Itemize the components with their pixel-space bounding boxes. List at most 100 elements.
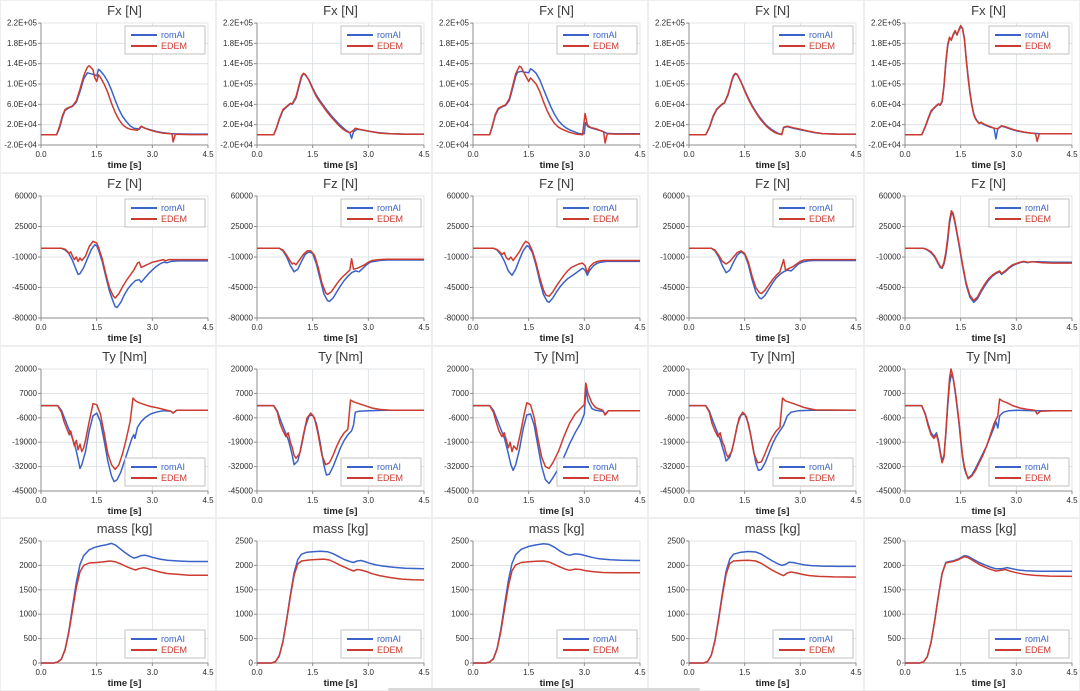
y-tick-label: -6000 xyxy=(449,413,470,422)
legend-label-EDEM: EDEM xyxy=(1025,41,1051,51)
series-line-EDEM xyxy=(473,240,640,297)
legend-label-romAI: romAI xyxy=(161,634,185,644)
chart-svg-r4c5: 0 500 1000 1500 2000 2500 0.0 1.5 3.0 4.5 mass [kg… xyxy=(883,521,1078,689)
x-tick-label: 4.5 xyxy=(850,668,862,677)
y-tick-label: 20000 xyxy=(15,364,38,373)
y-tick-label: -45000 xyxy=(444,283,469,292)
chart-panel-r2c1: -80000 -45000 -10000 25000 60000 0.0 1.5 3.0 4.5… xyxy=(0,172,216,346)
legend-box xyxy=(772,629,854,659)
y-tick-label: 2000 xyxy=(235,561,253,570)
y-tick-label: 1500 xyxy=(451,586,469,595)
y-tick-label: 1.4E+05 xyxy=(7,59,38,68)
y-tick-label: 25000 xyxy=(447,222,470,231)
chart-panel-r4c5: 0 500 1000 1500 2000 2500 0.0 1.5 3.0 4.5 mass [kg… xyxy=(864,518,1080,691)
x-tick-label: 0.0 xyxy=(467,323,479,332)
x-axis-label: time [s] xyxy=(972,333,1006,344)
x-tick-label: 4.5 xyxy=(1066,668,1078,677)
legend-box xyxy=(772,198,854,228)
series-line-romAI xyxy=(257,247,424,302)
x-tick-label: 4.5 xyxy=(1066,150,1078,159)
x-axis-label: time [s] xyxy=(324,333,358,344)
legend-label-EDEM: EDEM xyxy=(1025,645,1051,655)
y-tick-label: 2000 xyxy=(19,561,37,570)
legend-box xyxy=(988,457,1070,486)
chart-title: mass [kg] xyxy=(97,521,153,536)
y-tick-label: -32000 xyxy=(876,462,901,471)
y-tick-label: 2500 xyxy=(451,537,469,546)
x-axis-label: time [s] xyxy=(972,678,1006,689)
legend-label-romAI: romAI xyxy=(377,30,401,40)
chart-panel-r2c4: -80000 -45000 -10000 25000 60000 0.0 1.5 3.0 4.5… xyxy=(648,172,864,346)
y-tick-label: -45000 xyxy=(228,486,253,495)
x-tick-label: 1.5 xyxy=(91,150,103,159)
series-line-romAI xyxy=(41,243,208,308)
x-tick-label: 3.0 xyxy=(795,496,807,505)
x-tick-label: 4.5 xyxy=(634,496,646,505)
x-tick-label: 4.5 xyxy=(202,323,214,332)
series-line-EDEM xyxy=(257,558,424,664)
chart-panel-r1c2: -2.0E+04 2.0E+04 6.0E+04 1.0E+05 1.4E+05 1.8E… xyxy=(216,0,432,173)
y-tick-label: 60000 xyxy=(879,191,902,200)
series-line-EDEM xyxy=(689,247,856,295)
x-tick-label: 0.0 xyxy=(899,323,911,332)
legend-label-EDEM: EDEM xyxy=(377,41,403,51)
y-tick-label: 2.2E+05 xyxy=(7,19,38,28)
chart-svg-r1c5: -2.0E+04 2.0E+04 6.0E+04 1.0E+05 1.4E+05 1.8E… xyxy=(868,3,1078,171)
x-tick-label: 1.5 xyxy=(523,668,535,677)
x-axis-label: time [s] xyxy=(756,333,790,344)
legend-label-romAI: romAI xyxy=(161,203,185,213)
series-line-EDEM xyxy=(41,64,208,143)
legend-label-romAI: romAI xyxy=(377,203,401,213)
x-tick-label: 0.0 xyxy=(683,323,695,332)
chart-svg-r4c2: 0 500 1000 1500 2000 2500 0.0 1.5 3.0 4.5 mass [kg… xyxy=(235,521,430,689)
y-tick-label: -10000 xyxy=(12,252,37,261)
y-tick-label: 2000 xyxy=(667,561,685,570)
x-tick-label: 4.5 xyxy=(634,668,646,677)
y-tick-label: 2.2E+05 xyxy=(871,19,902,28)
y-tick-label: 2.2E+05 xyxy=(655,19,686,28)
x-axis-label: time [s] xyxy=(540,506,574,517)
x-tick-label: 4.5 xyxy=(202,150,214,159)
x-tick-label: 0.0 xyxy=(251,150,263,159)
legend-label-EDEM: EDEM xyxy=(161,41,187,51)
x-tick-label: 0.0 xyxy=(35,323,47,332)
y-tick-label: 25000 xyxy=(879,222,902,231)
legend-label-EDEM: EDEM xyxy=(809,473,835,483)
y-tick-label: 1000 xyxy=(235,610,253,619)
x-axis-label: time [s] xyxy=(108,333,142,344)
x-tick-label: 1.5 xyxy=(739,150,751,159)
y-tick-label: 7000 xyxy=(883,388,901,397)
chart-svg-r3c4: -45000 -32000 -19000 -6000 7000 20000 0.0 1.5 3.… xyxy=(660,349,862,517)
y-tick-label: -45000 xyxy=(876,486,901,495)
chart-title: mass [kg] xyxy=(529,521,585,536)
y-tick-label: -10000 xyxy=(228,252,253,261)
chart-panel-r2c5: -80000 -45000 -10000 25000 60000 0.0 1.5 3.0 4.5… xyxy=(864,172,1080,346)
x-tick-label: 1.5 xyxy=(307,150,319,159)
x-tick-label: 0.0 xyxy=(35,496,47,505)
x-tick-label: 3.0 xyxy=(1011,323,1023,332)
y-tick-label: -10000 xyxy=(876,252,901,261)
legend-box xyxy=(772,457,854,486)
y-tick-label: -2.0E+04 xyxy=(220,141,253,150)
y-tick-label: 20000 xyxy=(447,364,470,373)
x-tick-label: 3.0 xyxy=(579,323,591,332)
x-tick-label: 1.5 xyxy=(91,496,103,505)
legend-box xyxy=(556,457,638,486)
series-line-EDEM xyxy=(905,367,1072,480)
legend-label-EDEM: EDEM xyxy=(161,473,187,483)
legend-label-romAI: romAI xyxy=(809,30,833,40)
y-tick-label: 1000 xyxy=(451,610,469,619)
y-tick-label: -6000 xyxy=(881,413,902,422)
x-tick-label: 4.5 xyxy=(202,496,214,505)
x-tick-label: 1.5 xyxy=(739,496,751,505)
x-axis-label: time [s] xyxy=(540,333,574,344)
y-tick-label: -2.0E+04 xyxy=(652,141,685,150)
x-axis-label: time [s] xyxy=(540,678,574,689)
y-tick-label: 7000 xyxy=(451,388,469,397)
chart-panel-r4c4: 0 500 1000 1500 2000 2500 0.0 1.5 3.0 4.5 mass [kg… xyxy=(648,518,864,691)
y-tick-label: 1.0E+05 xyxy=(223,80,254,89)
x-tick-label: 4.5 xyxy=(418,150,430,159)
y-tick-label: -2.0E+04 xyxy=(436,141,469,150)
x-tick-label: 3.0 xyxy=(147,668,159,677)
chart-panel-r3c5: -45000 -32000 -19000 -6000 7000 20000 0.0 1.5 3.… xyxy=(864,345,1080,519)
